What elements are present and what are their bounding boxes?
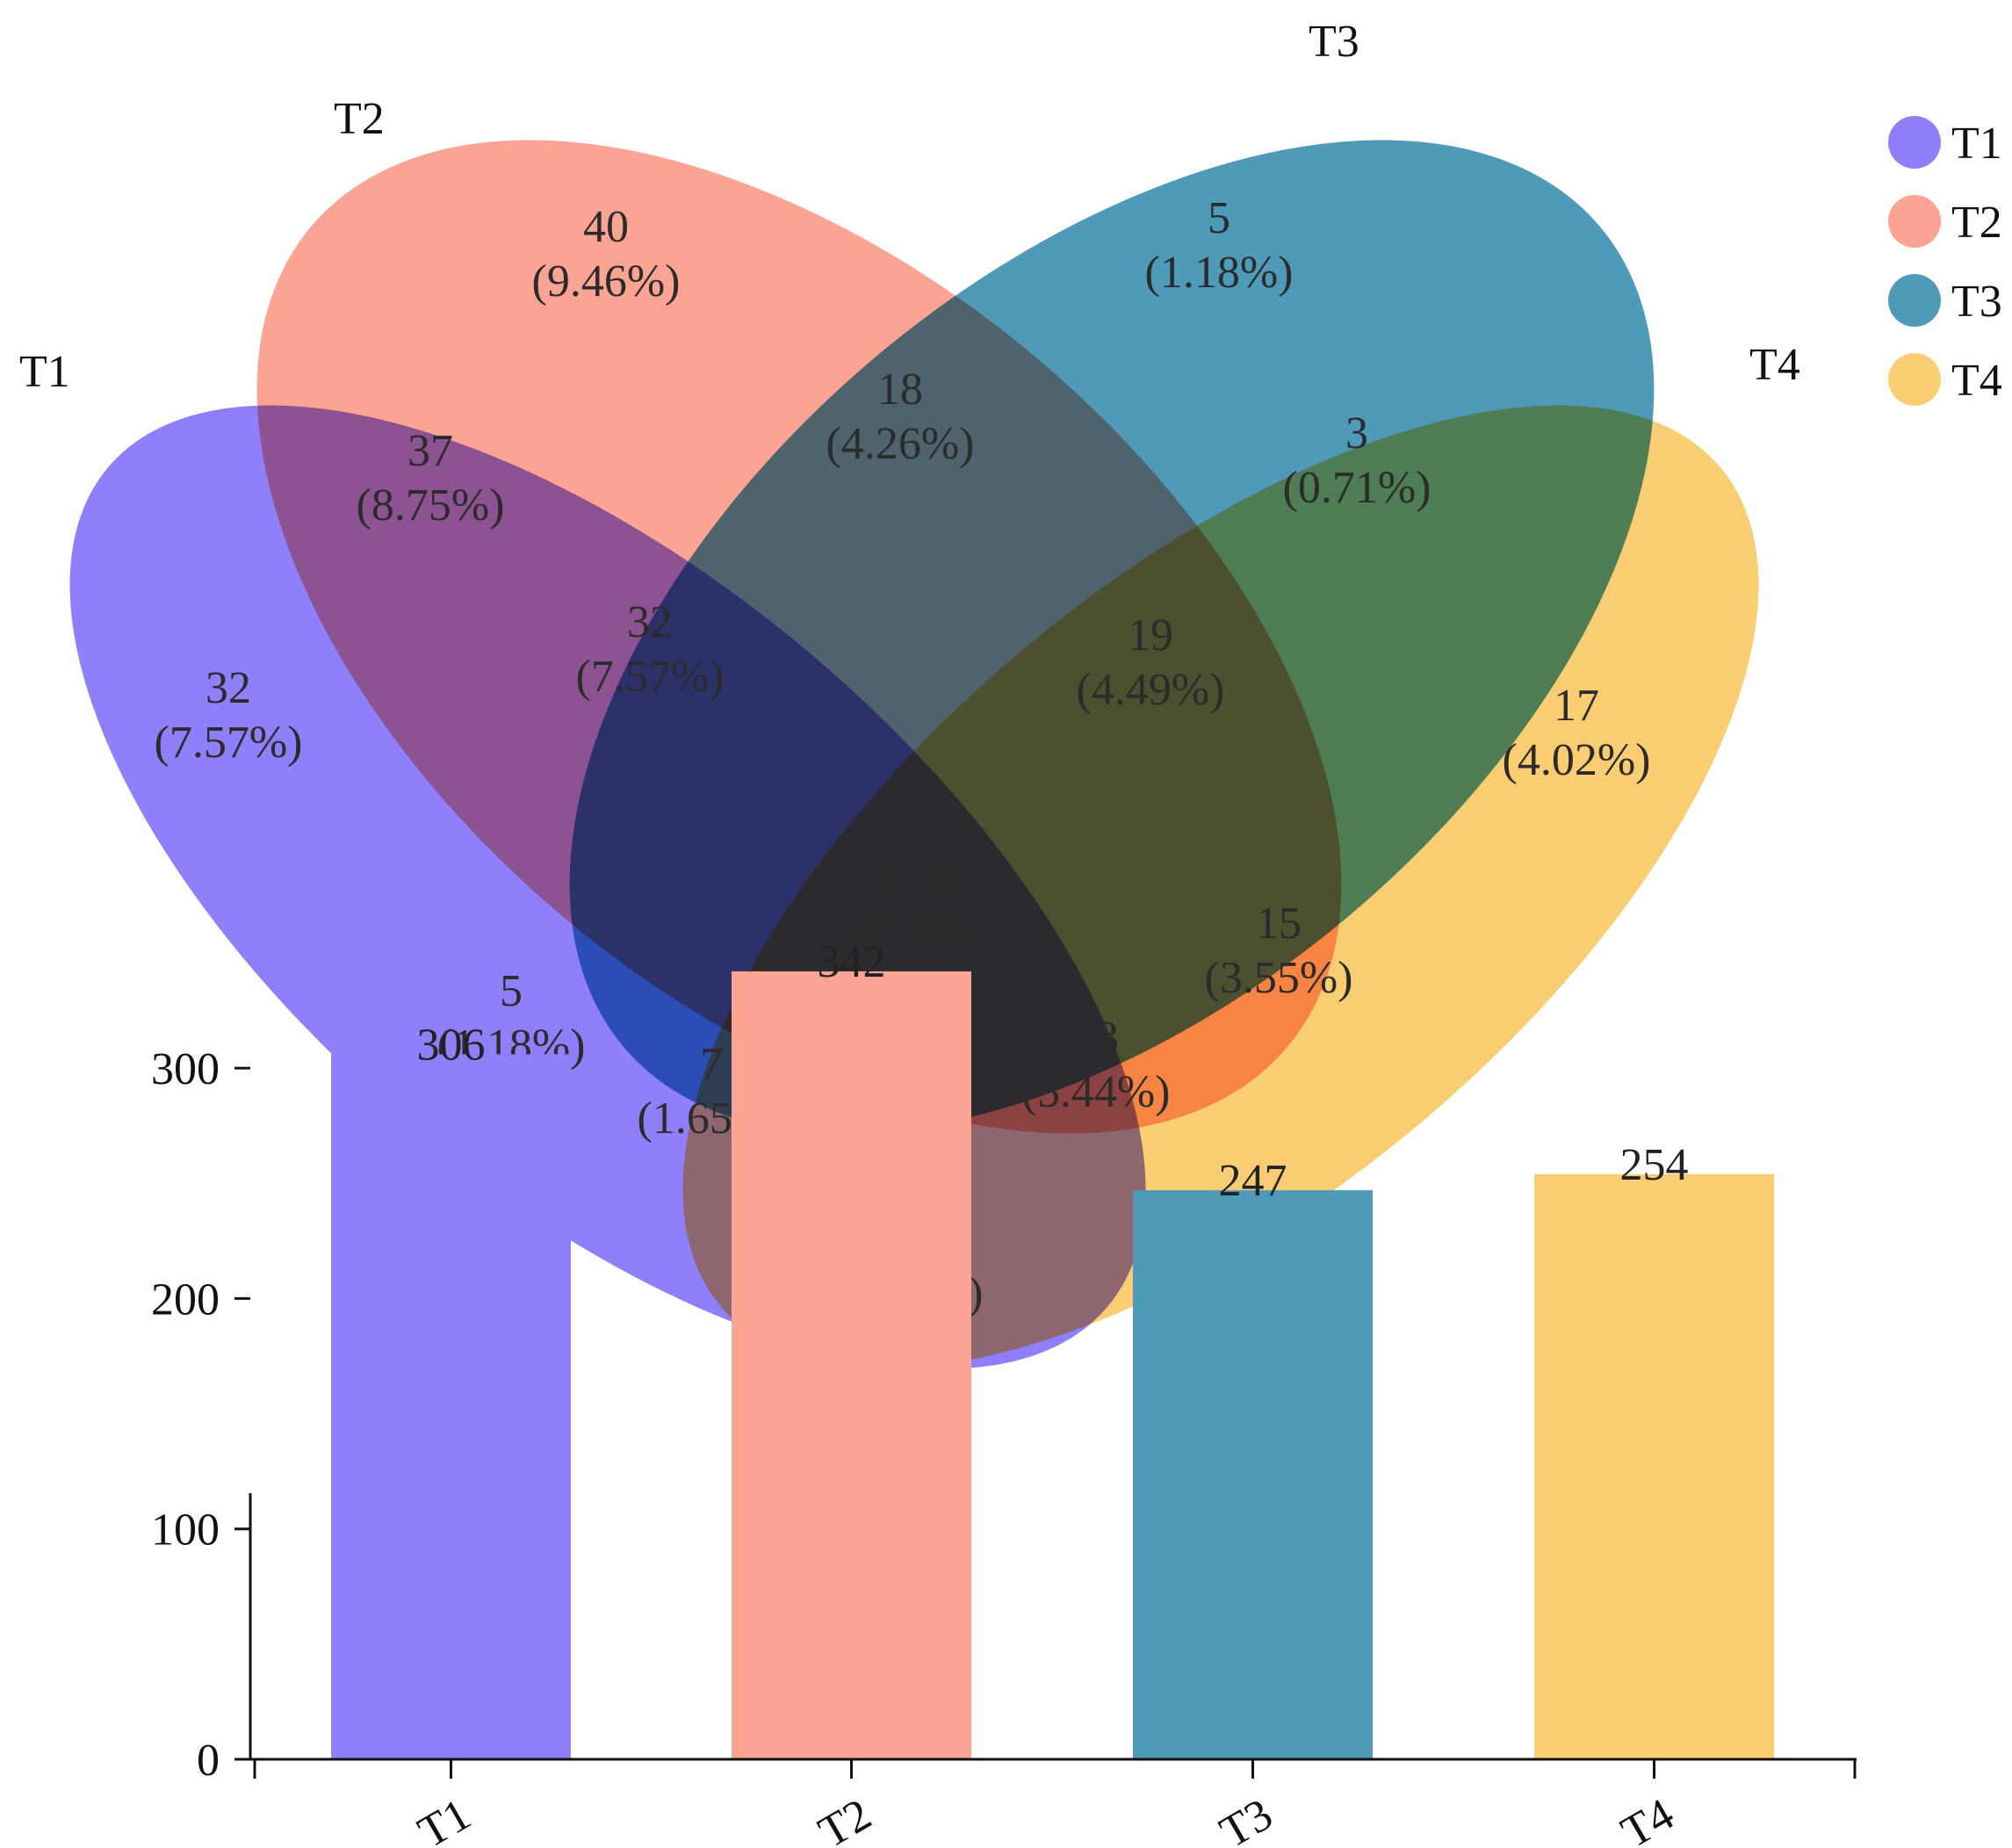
- bar-value-label-t2: 342: [818, 937, 886, 987]
- region-count-t1-t3: 5: [500, 966, 523, 1016]
- region-count-t1-t2-t3-t4: 158: [883, 856, 952, 906]
- x-tick-label-t1: T1: [410, 1789, 480, 1848]
- region-count-t3-t4: 3: [1345, 408, 1368, 458]
- set-label-t4: T4: [1749, 340, 1800, 390]
- region-percent-t3: (1.18%): [1145, 248, 1294, 298]
- region-count-t1-t2-t3: 32: [627, 597, 673, 647]
- y-axis: 0 100 200 300: [151, 1044, 252, 1786]
- legend-label-t1: T1: [1951, 119, 2002, 169]
- region-percent-t2-t3: (4.26%): [826, 419, 975, 469]
- region-count-t1-t2: 37: [407, 426, 453, 476]
- x-tick-label-t4: T4: [1613, 1789, 1683, 1848]
- x-tick-label-t2: T2: [811, 1789, 880, 1848]
- region-percent-t3-t4: (0.71%): [1283, 463, 1431, 513]
- region-percent-t2-t3-t4: (4.49%): [1077, 665, 1225, 715]
- region-percent-t1-t2: (8.75%): [357, 480, 505, 531]
- legend-swatch-t1: [1888, 116, 1941, 169]
- region-count-t4: 17: [1554, 681, 1599, 731]
- region-percent-t2-t4: (3.55%): [1205, 953, 1353, 1003]
- y-tick-label-300: 300: [151, 1044, 220, 1094]
- region-count-t3: 5: [1208, 193, 1230, 243]
- bar-t1: [331, 1054, 571, 1759]
- legend-swatch-t4: [1888, 353, 1941, 406]
- y-tick-label-0: 0: [197, 1736, 220, 1786]
- legend-label-t4: T4: [1951, 356, 2002, 406]
- bar-value-label-t3: 247: [1219, 1156, 1287, 1206]
- region-percent-t1-t2-t3: (7.57%): [576, 652, 725, 702]
- bar-t3: [1133, 1190, 1373, 1759]
- legend-swatch-t3: [1888, 274, 1941, 327]
- set-label-t1: T1: [19, 347, 70, 397]
- y-tick-label-100: 100: [151, 1505, 220, 1556]
- region-count-t2: 40: [583, 202, 629, 252]
- region-percent-t2: (9.46%): [532, 256, 681, 307]
- region-percent-t1: (7.57%): [155, 718, 303, 768]
- bars: 306 342 247 254: [331, 937, 1774, 1759]
- bar-value-label-t4: 254: [1620, 1140, 1689, 1190]
- region-count-t2-t3-t4: 19: [1128, 610, 1173, 661]
- bar-t2: [732, 971, 971, 1759]
- bar-value-label-t1: 306: [417, 1020, 486, 1070]
- region-percent-t1-t2-t3-t4: (37.35%): [833, 911, 1004, 961]
- region-count-t1-t3-t4: 7: [700, 1039, 723, 1089]
- region-count-t2-t3: 18: [877, 365, 923, 415]
- x-axis: T1 T2 T3 T4: [250, 1758, 1857, 1848]
- legend: T1 T2 T3 T4: [1888, 116, 2002, 406]
- region-count-t1-t2-t4: 23: [1073, 1013, 1119, 1063]
- region-percent-t4: (4.02%): [1503, 735, 1651, 785]
- region-percent-t1-t2-t4: (5.44%): [1022, 1067, 1171, 1117]
- set-label-t2: T2: [334, 94, 385, 144]
- bar-t4: [1534, 1173, 1774, 1759]
- set-label-t3: T3: [1309, 17, 1359, 67]
- legend-swatch-t2: [1888, 195, 1941, 248]
- x-tick-label-t3: T3: [1212, 1789, 1281, 1848]
- y-tick-label-200: 200: [151, 1274, 220, 1325]
- region-count-t1: 32: [206, 663, 251, 713]
- region-count-t2-t4: 15: [1256, 899, 1302, 949]
- bar-chart: 306 342 247 254 0 100 200 300 T1 T2 T3 T4: [151, 937, 1857, 1848]
- legend-label-t2: T2: [1951, 198, 2002, 248]
- legend-label-t3: T3: [1951, 277, 2002, 327]
